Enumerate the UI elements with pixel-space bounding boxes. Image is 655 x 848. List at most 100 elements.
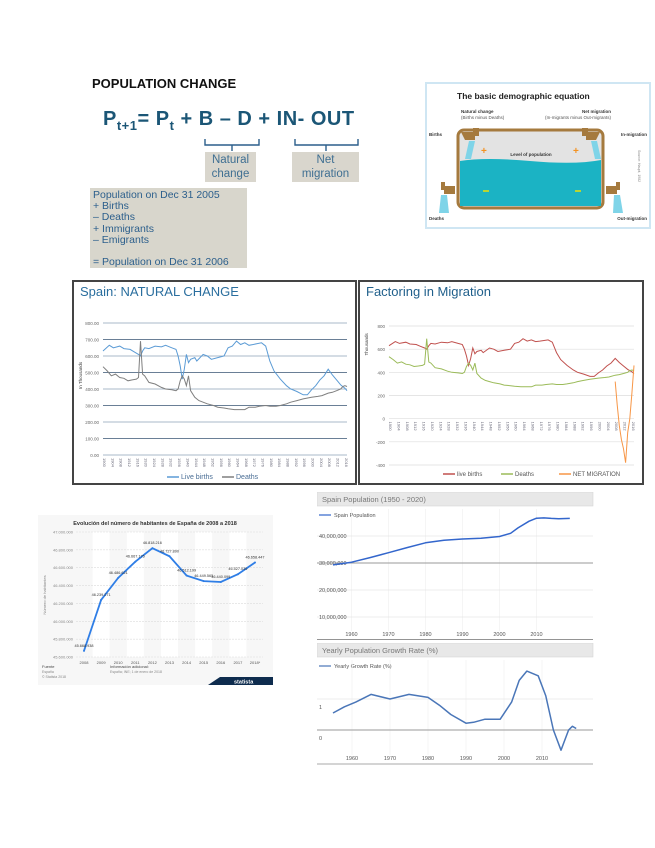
x-tick-label: 1972 xyxy=(252,458,257,468)
chart-background xyxy=(317,643,597,771)
statista-logo-banner xyxy=(208,677,273,685)
data-point xyxy=(134,560,137,563)
eq-equals: = xyxy=(137,108,156,130)
x-tick-label: 1924 xyxy=(438,422,443,432)
x-tick-label: 1980 xyxy=(556,422,561,432)
box-line: + Immigrants xyxy=(93,222,154,235)
y-tick-label: 10,000,000 xyxy=(319,615,347,621)
data-point xyxy=(151,547,154,550)
x-tick-label: 1936 xyxy=(463,422,468,432)
y-tick-label: 46.600.000 xyxy=(53,565,74,570)
growth-rate-chart: Yearly Population Growth Rate (%) Yearly … xyxy=(317,643,597,771)
box-line: – Emigrants xyxy=(93,233,150,246)
data-label: 46.512.199 xyxy=(177,569,196,573)
x-tick-label: 1960 xyxy=(227,458,232,468)
data-label: 46.658.447 xyxy=(245,555,264,559)
x-tick-label: 1908 xyxy=(405,422,410,432)
x-tick-label: 1996 xyxy=(302,458,307,468)
data-label: 46.449.565 xyxy=(194,574,213,578)
faucet-in-migration-icon xyxy=(582,128,600,140)
data-point xyxy=(202,580,205,583)
data-point xyxy=(100,598,103,601)
x-tick-label: 1964 xyxy=(235,458,240,468)
x-tick-label: 2004 xyxy=(606,422,611,432)
x-tick-label: 2009 xyxy=(97,660,107,665)
x-tick-label: 1972 xyxy=(539,422,544,432)
faucet-deaths-icon xyxy=(441,182,455,194)
series-line-live-births xyxy=(102,340,348,396)
data-point xyxy=(185,574,188,577)
x-tick-label: 1990 xyxy=(460,756,472,762)
x-tick-label: 1960 xyxy=(345,632,357,638)
x-tick-label: 1990 xyxy=(456,632,468,638)
footer-info: España; INE; 1 de enero de 2018 xyxy=(110,670,162,674)
y-tick-label: 0 xyxy=(382,417,385,422)
data-point xyxy=(236,573,239,576)
series-line-live-births xyxy=(388,338,635,377)
x-tick-label: 1976 xyxy=(547,422,552,432)
y-tick-label: 400 xyxy=(377,370,385,375)
data-point xyxy=(168,555,171,558)
y-tick-label: 45.600.000 xyxy=(53,655,74,660)
box-line: Population on Dec 31 2005 xyxy=(93,189,220,201)
data-label: 46.239.271 xyxy=(92,593,111,597)
x-tick-label: 1940 xyxy=(472,422,477,432)
figure-level-label: Level of population xyxy=(510,152,552,157)
x-tick-label: 1908 xyxy=(119,458,124,468)
x-tick-label: 1944 xyxy=(480,422,485,432)
footer-info-title: Información adicional: xyxy=(110,664,149,669)
x-tick-label: 1932 xyxy=(455,422,460,432)
y-axis-label: In Thousands xyxy=(78,361,83,389)
y-tick-label: 200 xyxy=(377,394,385,399)
column-band xyxy=(126,532,144,657)
y-tick-label: 600 xyxy=(377,347,385,352)
x-tick-label: 1984 xyxy=(277,458,282,468)
water-stream-icon xyxy=(439,195,449,213)
y-tick-label: 800.00 xyxy=(85,321,99,326)
chart-frame xyxy=(72,280,357,485)
y-tick-label: 200.00 xyxy=(85,420,99,425)
eq-terms: + B – D + IN- OUT xyxy=(174,108,355,130)
minus-icon xyxy=(483,190,489,192)
x-tick-label: 1904 xyxy=(110,458,115,468)
chart-frame xyxy=(358,280,644,485)
data-label: 45.668.938 xyxy=(74,644,93,648)
plus-icon: + xyxy=(573,146,579,157)
x-tick-label: 1964 xyxy=(522,422,527,432)
statista-population-chart: Evolución del número de habitantes de Es… xyxy=(38,515,273,685)
legend-label: Deaths xyxy=(236,474,259,481)
y-tick-label: 0.00 xyxy=(90,453,99,458)
water-stream-icon xyxy=(591,141,601,159)
x-tick-label: 1984 xyxy=(564,422,569,432)
x-tick-label: 2017 xyxy=(233,660,243,665)
legend-label: Yearly Growth Rate (%) xyxy=(334,664,392,670)
box-line: = Population on Dec 31 2006 xyxy=(93,256,229,269)
x-tick-label: 1920 xyxy=(144,458,149,468)
x-tick-label: 1970 xyxy=(382,632,394,638)
x-tick-label: 1952 xyxy=(210,458,215,468)
x-tick-label: 2015 xyxy=(199,660,209,665)
data-point xyxy=(83,649,85,652)
legend-label: Deaths xyxy=(515,472,534,478)
natural-change-label: Natural change xyxy=(205,152,256,182)
faucet-out-migration-icon xyxy=(606,182,620,194)
x-tick-label: 1932 xyxy=(169,458,174,468)
box-line: – Deaths xyxy=(93,211,136,224)
figure-net-migration: Net migration xyxy=(582,109,611,114)
chart-title: Yearly Population Growth Rate (%) xyxy=(322,646,439,655)
faucet-births-icon xyxy=(461,128,479,140)
x-tick-label: 1988 xyxy=(286,458,291,468)
statista-logo: statista xyxy=(234,680,254,686)
x-tick-label: 1924 xyxy=(152,458,157,468)
figure-title: The basic demographic equation xyxy=(457,91,590,101)
x-tick-label: 2008 xyxy=(614,422,619,432)
x-tick-label: 2016 xyxy=(344,458,349,468)
plus-icon: + xyxy=(481,146,487,157)
x-tick-label: 2008 xyxy=(80,660,90,665)
label-line: Net xyxy=(316,154,335,166)
chart-header xyxy=(317,643,594,658)
x-tick-label: 1992 xyxy=(581,422,586,432)
y-tick-label: 46.200.000 xyxy=(53,601,74,606)
x-tick-label: 1900 xyxy=(388,422,393,432)
chart-title: Factoring in Migration xyxy=(366,284,491,299)
